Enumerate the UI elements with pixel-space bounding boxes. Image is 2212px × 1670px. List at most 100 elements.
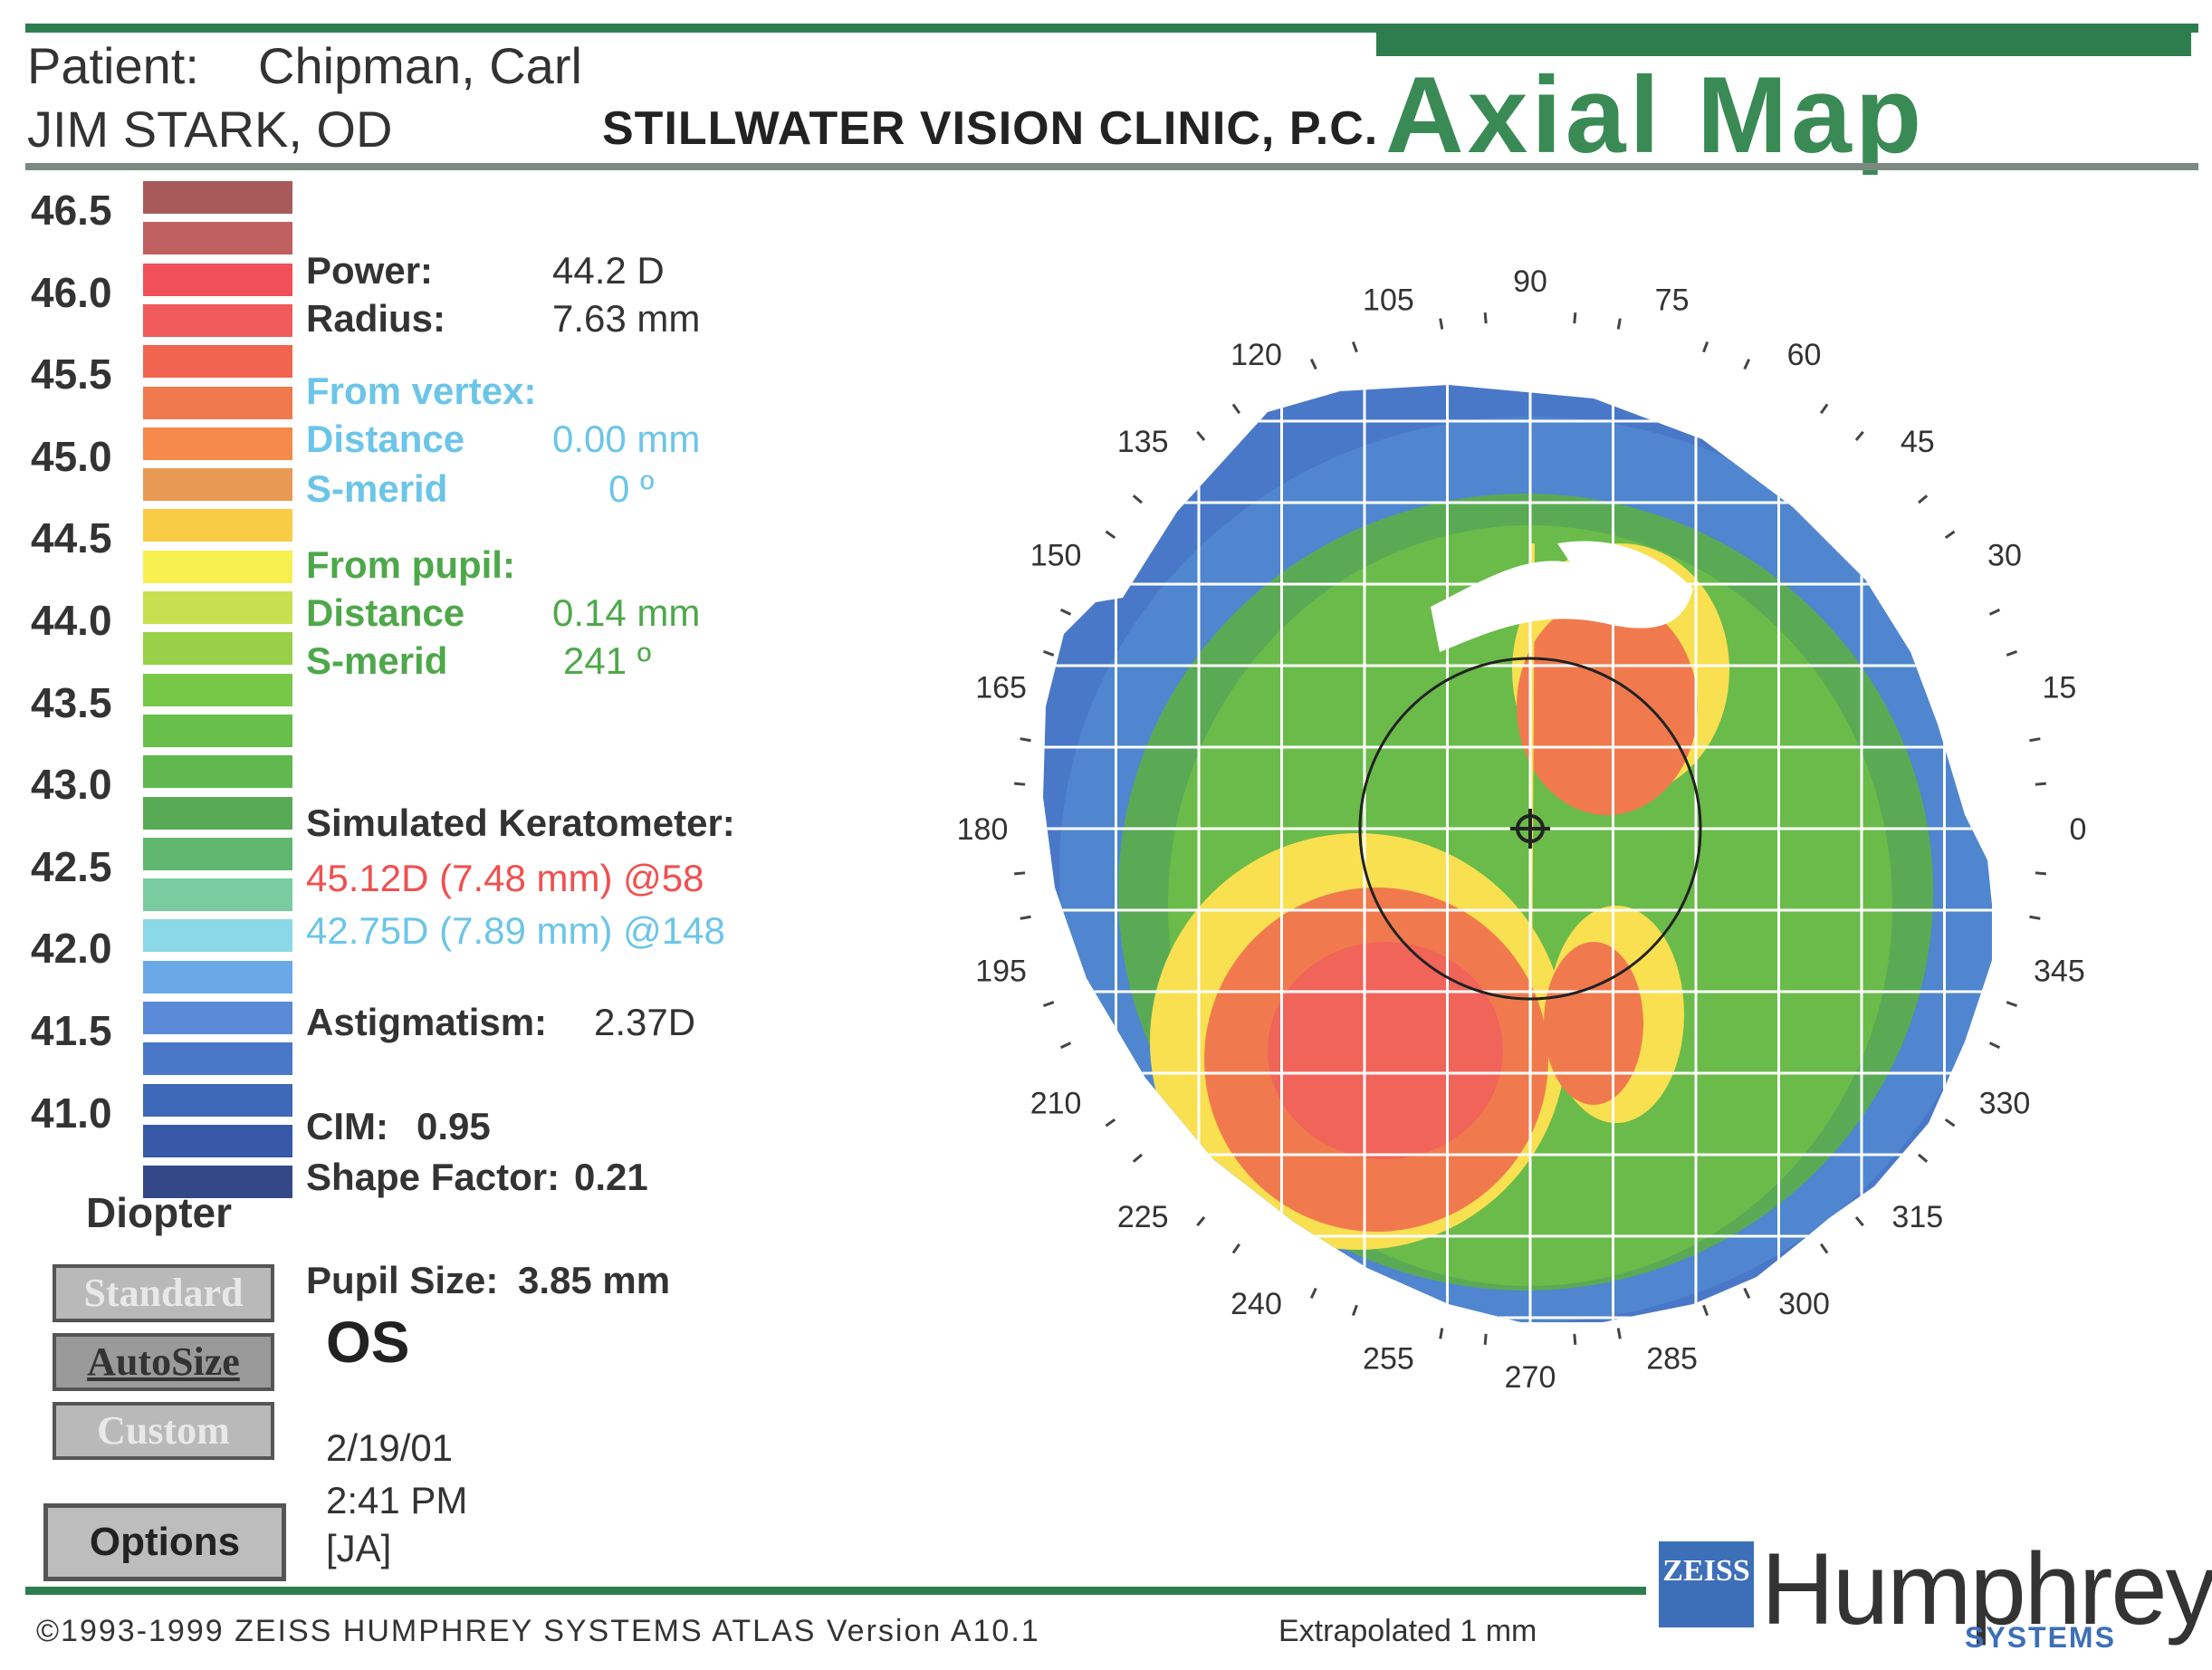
scale-swatch [143,222,292,255]
angle-tick [1988,1041,2001,1050]
angle-tick [1616,318,1622,330]
angle-tick [1439,1328,1444,1339]
angle-tick [1132,1153,1143,1163]
pupil-size-value: 3.85 mm [518,1259,671,1301]
angle-tick [1439,318,1444,330]
angle-tick [1918,1153,1929,1163]
angle-label: 75 [1655,283,1690,318]
angle-label: 105 [1363,283,1414,318]
angle-tick [1483,312,1488,324]
scale-swatch [143,345,292,379]
angle-label: 300 [1778,1287,1830,1321]
angle-tick [1059,1041,1072,1050]
angle-label: 255 [1363,1341,1414,1376]
standard-button[interactable]: Standard [53,1264,274,1322]
angle-tick [2035,871,2046,876]
angle-labels: 0 15 30 45 60 75 90 105 120 135 150 165 180 195 210 225… [957,264,2087,1395]
options-button[interactable]: Options [43,1503,286,1581]
scale-swatch [143,919,292,953]
scale-swatch [143,878,292,912]
astigmatism-label: Astigmatism: [306,1001,548,1043]
angle-tick [1854,1216,1864,1227]
vertex-distance-value: 0.00 mm [552,418,701,460]
header-bottom-rule [25,163,2198,170]
footer-rule [25,1587,1646,1595]
angle-tick [1020,737,1031,743]
angle-label: 165 [975,670,1027,705]
simk-steep: 45.12D (7.48 mm) @58 [306,857,704,899]
vertex-smerid-label: S-merid [306,467,448,510]
scale-swatch [143,550,292,583]
scale-swatch [143,591,292,624]
angle-tick [1042,649,1055,657]
angle-tick [1616,1328,1622,1339]
scale-label: 44.5 [31,514,112,562]
angle-tick [1105,530,1116,540]
pupil-distance-value: 0.14 mm [552,591,701,634]
simk-flat: 42.75D (7.89 mm) @148 [306,909,725,952]
header-title-tab [1376,24,2191,56]
angle-tick [1309,358,1317,370]
angle-tick [1196,1216,1206,1227]
angle-tick [1702,1304,1709,1317]
scale-swatch [143,1002,292,1034]
scale-swatch [143,1042,292,1076]
cim-label: CIM: [306,1105,388,1147]
angle-tick [1944,1118,1956,1128]
scale-swatch [143,714,292,747]
angle-tick [1309,1287,1317,1300]
angle-tick [1351,341,1358,353]
scale-label: 44.0 [31,597,112,644]
scale-label: 46.0 [31,268,112,316]
vertex-distance-label: Distance [306,418,465,460]
eye-label: OS [326,1310,410,1375]
angle-tick [1105,1118,1116,1128]
scale-label: 41.5 [31,1007,112,1054]
exam-time: 2:41 PM [326,1479,468,1521]
scale-swatch [143,632,292,666]
scale-swatch [143,1166,292,1199]
shape-factor-value: 0.21 [574,1156,648,1198]
angle-tick [1020,915,1031,920]
angle-label: 15 [2042,670,2076,705]
angle-tick [1042,1001,1055,1008]
scale-swatch [143,837,292,870]
custom-button[interactable]: Custom [53,1402,274,1460]
angle-tick [1196,430,1206,441]
angle-tick [1059,608,1072,616]
from-vertex-label: From vertex: [306,370,537,412]
pupil-smerid-value: 241 º [563,639,652,682]
radius-value: 7.63 mm [552,297,701,340]
scale-swatch [143,468,292,502]
scale-label: 42.0 [31,925,112,973]
scale-swatch [143,755,292,789]
angle-tick [1132,494,1143,504]
angle-tick [1988,608,2001,616]
angle-label: 90 [1513,264,1547,299]
angle-label: 315 [1891,1200,1943,1234]
angle-tick [1819,1243,1829,1254]
operator-initials: [JA] [326,1527,392,1569]
autosize-button[interactable]: AutoSize [53,1333,274,1391]
angle-tick [1918,494,1929,504]
scale-swatch [143,509,292,542]
angle-label: 240 [1230,1287,1282,1321]
scale-swatch [143,427,292,460]
scale-swatch [143,960,292,993]
extrapolated-note: Extrapolated 1 mm [1278,1614,1537,1648]
angle-tick [2029,915,2041,920]
angle-tick [1819,403,1829,415]
angle-label: 330 [1979,1087,2031,1121]
scale-label: 42.5 [31,842,112,890]
doctor-name: JIM STARK, OD [27,101,393,158]
angle-tick [1702,341,1709,353]
vertex-smerid-value: 0 º [608,467,655,510]
pupil-distance-label: Distance [306,591,465,634]
humphrey-logo-text: Humphrey [1761,1532,2212,1646]
angle-tick [1351,1304,1358,1317]
angle-label: 60 [1787,338,1822,372]
scale-swatch [143,1124,292,1157]
zeiss-logo-box [1659,1541,1754,1627]
scale-label: 45.5 [31,350,112,398]
